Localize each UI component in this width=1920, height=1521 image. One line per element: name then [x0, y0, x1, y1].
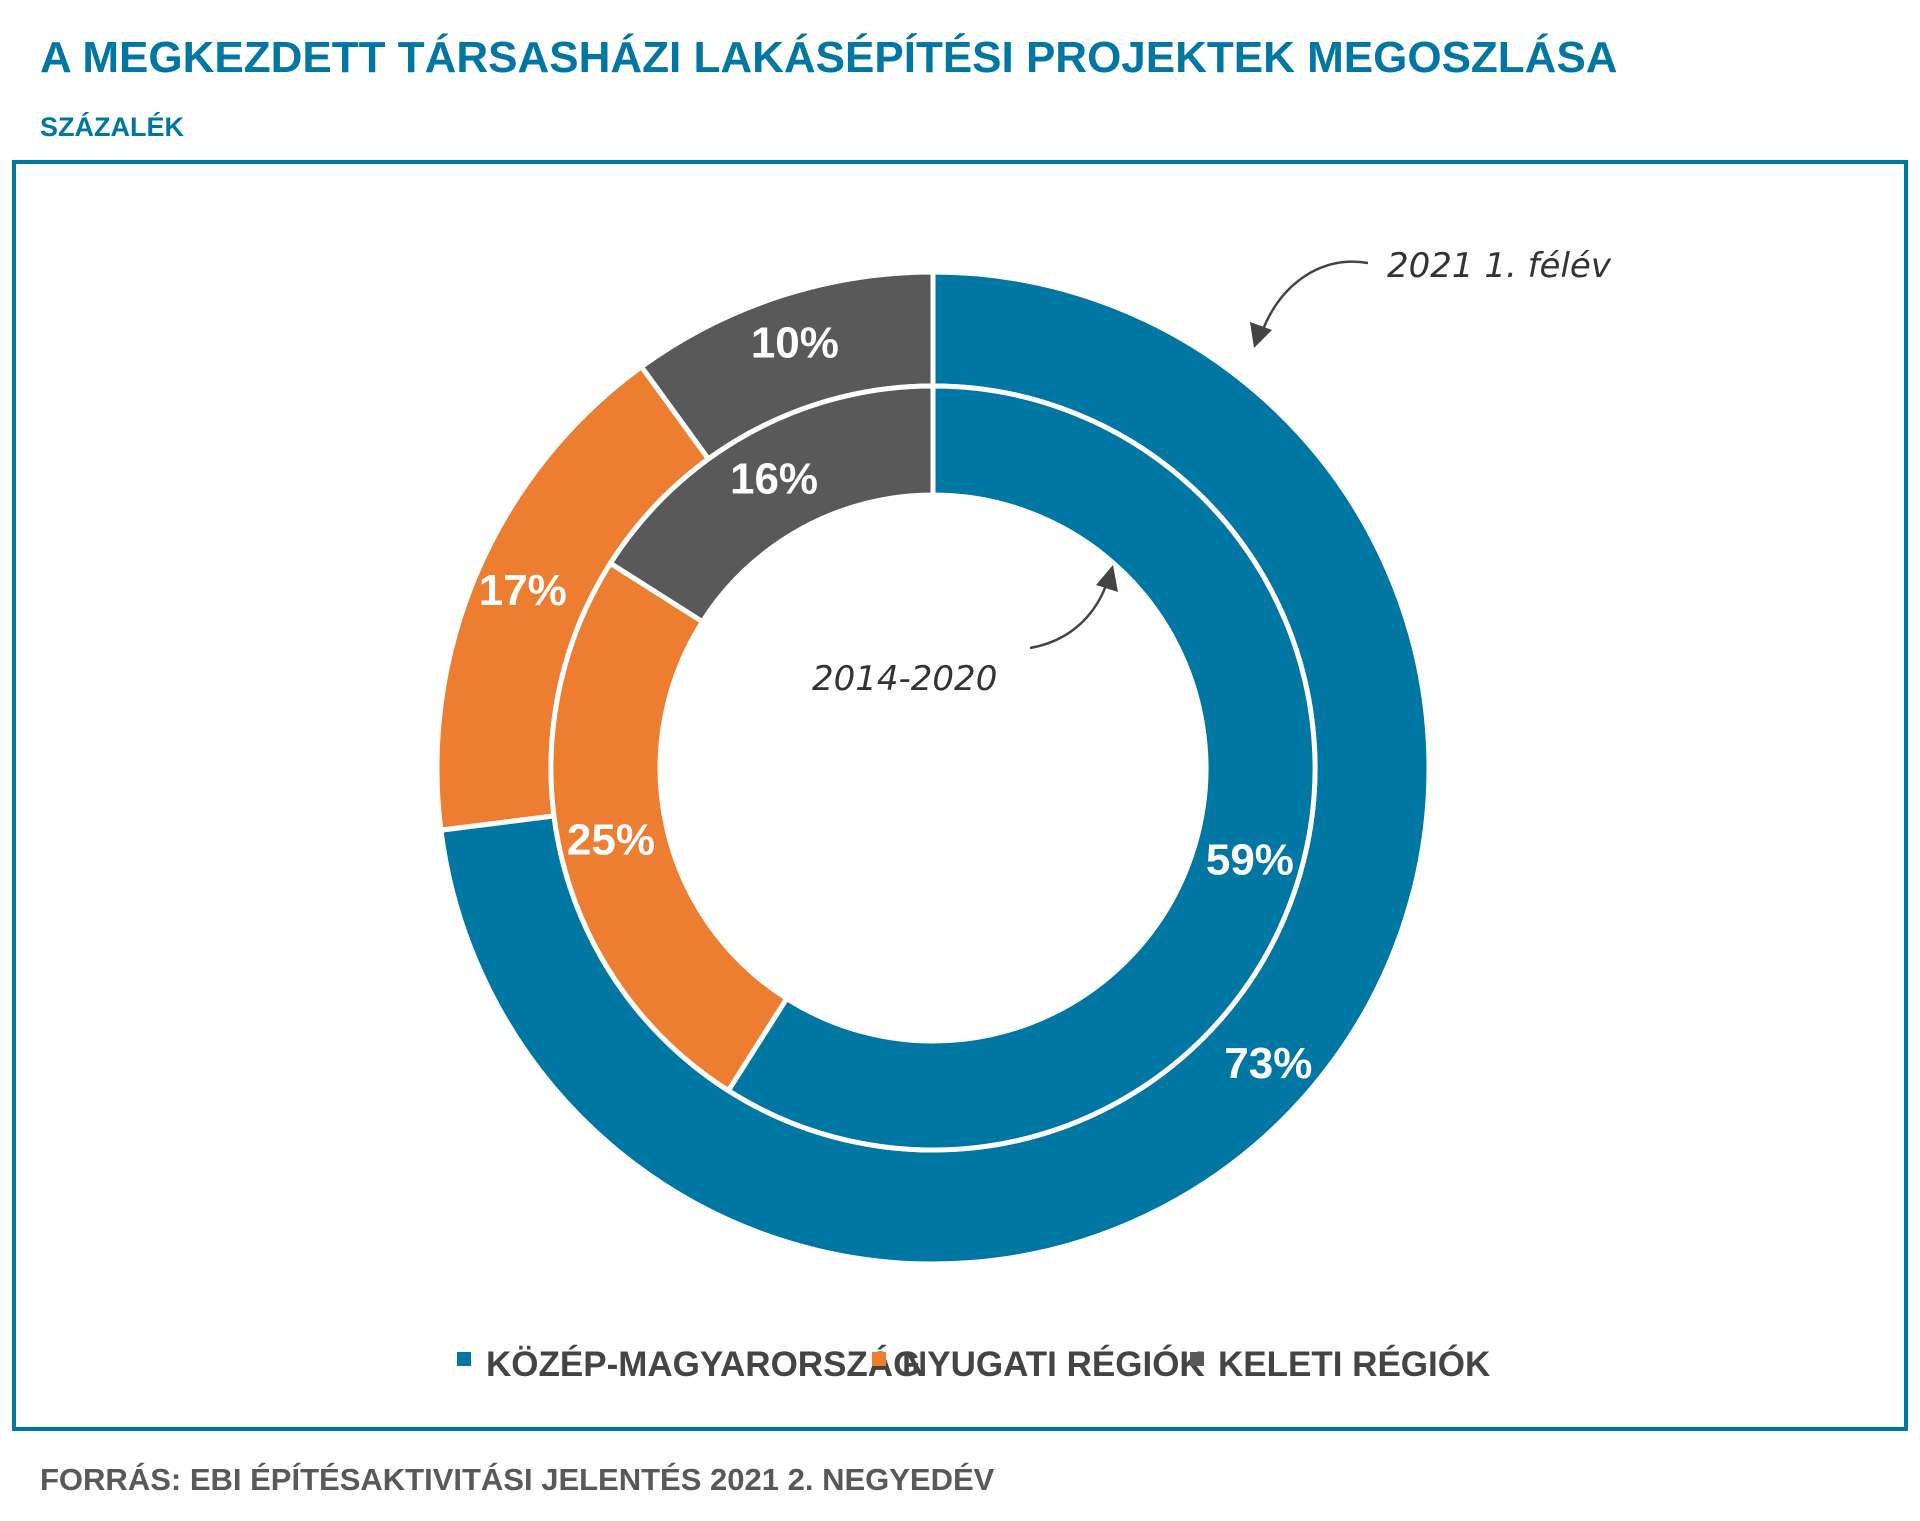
source-note: FORRÁS: EBI ÉPÍTÉSAKTIVITÁSI JELENTÉS 20…	[40, 1462, 995, 1497]
inner-label-kozep: 59%	[1206, 836, 1294, 885]
inner-label-keleti: 16%	[730, 454, 818, 503]
legend: KÖZÉP-MAGYARORSZÁG NYUGATI RÉGIÓK KELETI…	[457, 1344, 1490, 1384]
chart-title: A MEGKEZDETT TÁRSASHÁZI LAKÁSÉPÍTÉSI PRO…	[40, 32, 1618, 82]
outer-label-keleti: 10%	[751, 318, 839, 367]
legend-swatch-keleti	[1190, 1352, 1204, 1366]
annotation-outer-arrowhead	[1250, 322, 1272, 348]
annotation-inner-arrowhead	[1096, 565, 1118, 592]
inner-slice-nyugati	[548, 559, 791, 1094]
legend-label-nyugati: NYUGATI RÉGIÓK	[902, 1344, 1205, 1384]
legend-swatch-kozep	[457, 1352, 471, 1366]
inner-slice-keleti	[607, 383, 936, 626]
donut-rings	[434, 269, 1432, 1267]
outer-label-nyugati: 17%	[479, 566, 567, 615]
outer-label-kozep: 73%	[1224, 1039, 1312, 1088]
annotation-outer: 2021 1. félév	[1387, 246, 1612, 286]
inner-slice-kozep	[724, 383, 1318, 1153]
slice-labels: 73% 17% 10% 59% 25% 16%	[479, 318, 1313, 1088]
chart-subtitle: SZÁZALÉK	[40, 111, 184, 142]
annotation-inner-arrow	[1029, 579, 1110, 650]
legend-label-keleti: KELETI RÉGIÓK	[1218, 1344, 1490, 1384]
inner-label-nyugati: 25%	[567, 815, 655, 864]
annotation-outer-arrow	[1260, 260, 1369, 333]
annotation-inner: 2014-2020	[812, 659, 997, 699]
chart-frame	[12, 160, 1908, 1431]
legend-label-kozep: KÖZÉP-MAGYARORSZÁG	[486, 1344, 920, 1384]
legend-swatch-nyugati	[872, 1352, 886, 1366]
